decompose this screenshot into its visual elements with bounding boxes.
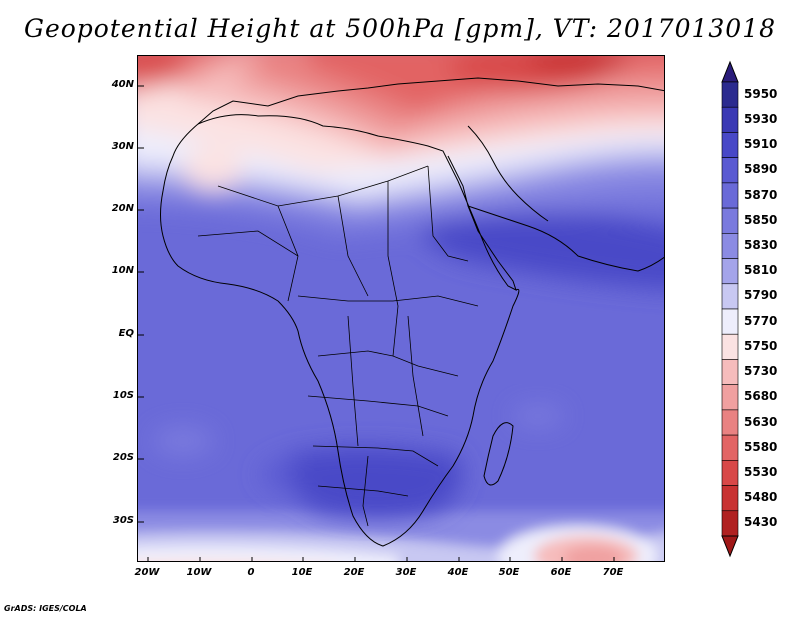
colorbar-level-label: 5810 bbox=[744, 263, 778, 278]
colorbar-swatch bbox=[721, 510, 739, 537]
lon-label-50e: 50E bbox=[498, 567, 520, 578]
colorbar-swatch bbox=[721, 460, 739, 486]
colorbar-level-label: 5730 bbox=[744, 364, 778, 379]
colorbar-swatch bbox=[721, 132, 739, 158]
colorbar-level-label: 5930 bbox=[744, 111, 778, 126]
colorbar-level-label: 5480 bbox=[744, 490, 778, 505]
lon-label-20w: 20W bbox=[134, 567, 160, 578]
axis-ticks bbox=[138, 85, 615, 561]
colorbar-level-label: 5850 bbox=[744, 212, 778, 227]
lat-label-10s: 10S bbox=[112, 390, 134, 401]
colorbar-level-label: 5770 bbox=[744, 313, 778, 328]
lat-label-30s: 30S bbox=[112, 515, 134, 526]
colorbar-level-label: 5630 bbox=[744, 414, 778, 429]
colorbar-level-label: 5830 bbox=[744, 237, 778, 252]
colorbar-swatch bbox=[721, 207, 739, 234]
colorbar-level-label: 5870 bbox=[744, 187, 778, 202]
lon-label-10w: 10W bbox=[186, 567, 212, 578]
lat-label-20s: 20S bbox=[112, 452, 134, 463]
lat-label-10n: 10N bbox=[111, 265, 134, 276]
colorbar-top-arrow bbox=[721, 60, 739, 83]
southern-ridge-field bbox=[153, 406, 563, 519]
lat-label-30n: 30N bbox=[111, 141, 134, 152]
map-canvas bbox=[138, 56, 664, 561]
lon-label-60e: 60E bbox=[550, 567, 572, 578]
colorbar-swatch bbox=[721, 434, 739, 461]
lat-label-eq: EQ bbox=[118, 328, 134, 339]
colorbar-swatch bbox=[721, 333, 739, 360]
lon-label-70e: 70E bbox=[602, 567, 624, 578]
colorbar-swatch bbox=[721, 106, 739, 133]
colorbar-level-label: 5950 bbox=[744, 86, 778, 101]
colorbar-level-label: 5790 bbox=[744, 288, 778, 303]
credit-text: GrADS: IGES/COLA bbox=[4, 604, 87, 613]
colorbar-swatch bbox=[721, 233, 739, 259]
colorbar-level-label: 5890 bbox=[744, 162, 778, 177]
country-borders bbox=[197, 165, 479, 527]
geopotential-map bbox=[137, 55, 665, 562]
colorbar-swatch bbox=[721, 409, 739, 436]
map-title: Geopotential Height at 500hPa [gpm], VT:… bbox=[23, 14, 777, 43]
colorbar-level-label: 5910 bbox=[744, 137, 778, 152]
colorbar-legend bbox=[720, 60, 800, 560]
colorbar-swatch bbox=[721, 485, 739, 512]
colorbar-swatch bbox=[721, 359, 739, 385]
lon-label-20e: 20E bbox=[343, 567, 365, 578]
colorbar-swatch bbox=[721, 258, 739, 285]
colorbar-level-label: 5750 bbox=[744, 338, 778, 353]
colorbar-bottom-arrow bbox=[721, 535, 739, 558]
colorbar-swatch bbox=[721, 157, 739, 184]
colorbar-level-label: 5530 bbox=[744, 464, 778, 479]
colorbar-swatch bbox=[721, 283, 739, 310]
southern-trough-field bbox=[138, 511, 664, 561]
colorbar-swatch bbox=[721, 384, 739, 411]
colorbar-swatch bbox=[721, 182, 739, 209]
colorbar-level-label: 5430 bbox=[744, 515, 778, 530]
colorbar-swatch bbox=[721, 81, 739, 108]
lon-label-40e: 40E bbox=[447, 567, 469, 578]
lon-label-0: 0 bbox=[247, 567, 255, 578]
colorbar-swatch bbox=[721, 308, 739, 335]
colorbar-level-label: 5680 bbox=[744, 389, 778, 404]
lon-label-10e: 10E bbox=[291, 567, 313, 578]
lon-label-30e: 30E bbox=[395, 567, 417, 578]
lat-label-20n: 20N bbox=[111, 203, 134, 214]
coastlines bbox=[160, 77, 664, 547]
colorbar-level-label: 5580 bbox=[744, 439, 778, 454]
colorbar-swatches bbox=[721, 60, 739, 558]
northern-ridge-field bbox=[138, 56, 664, 289]
lat-label-40n: 40N bbox=[111, 79, 134, 90]
